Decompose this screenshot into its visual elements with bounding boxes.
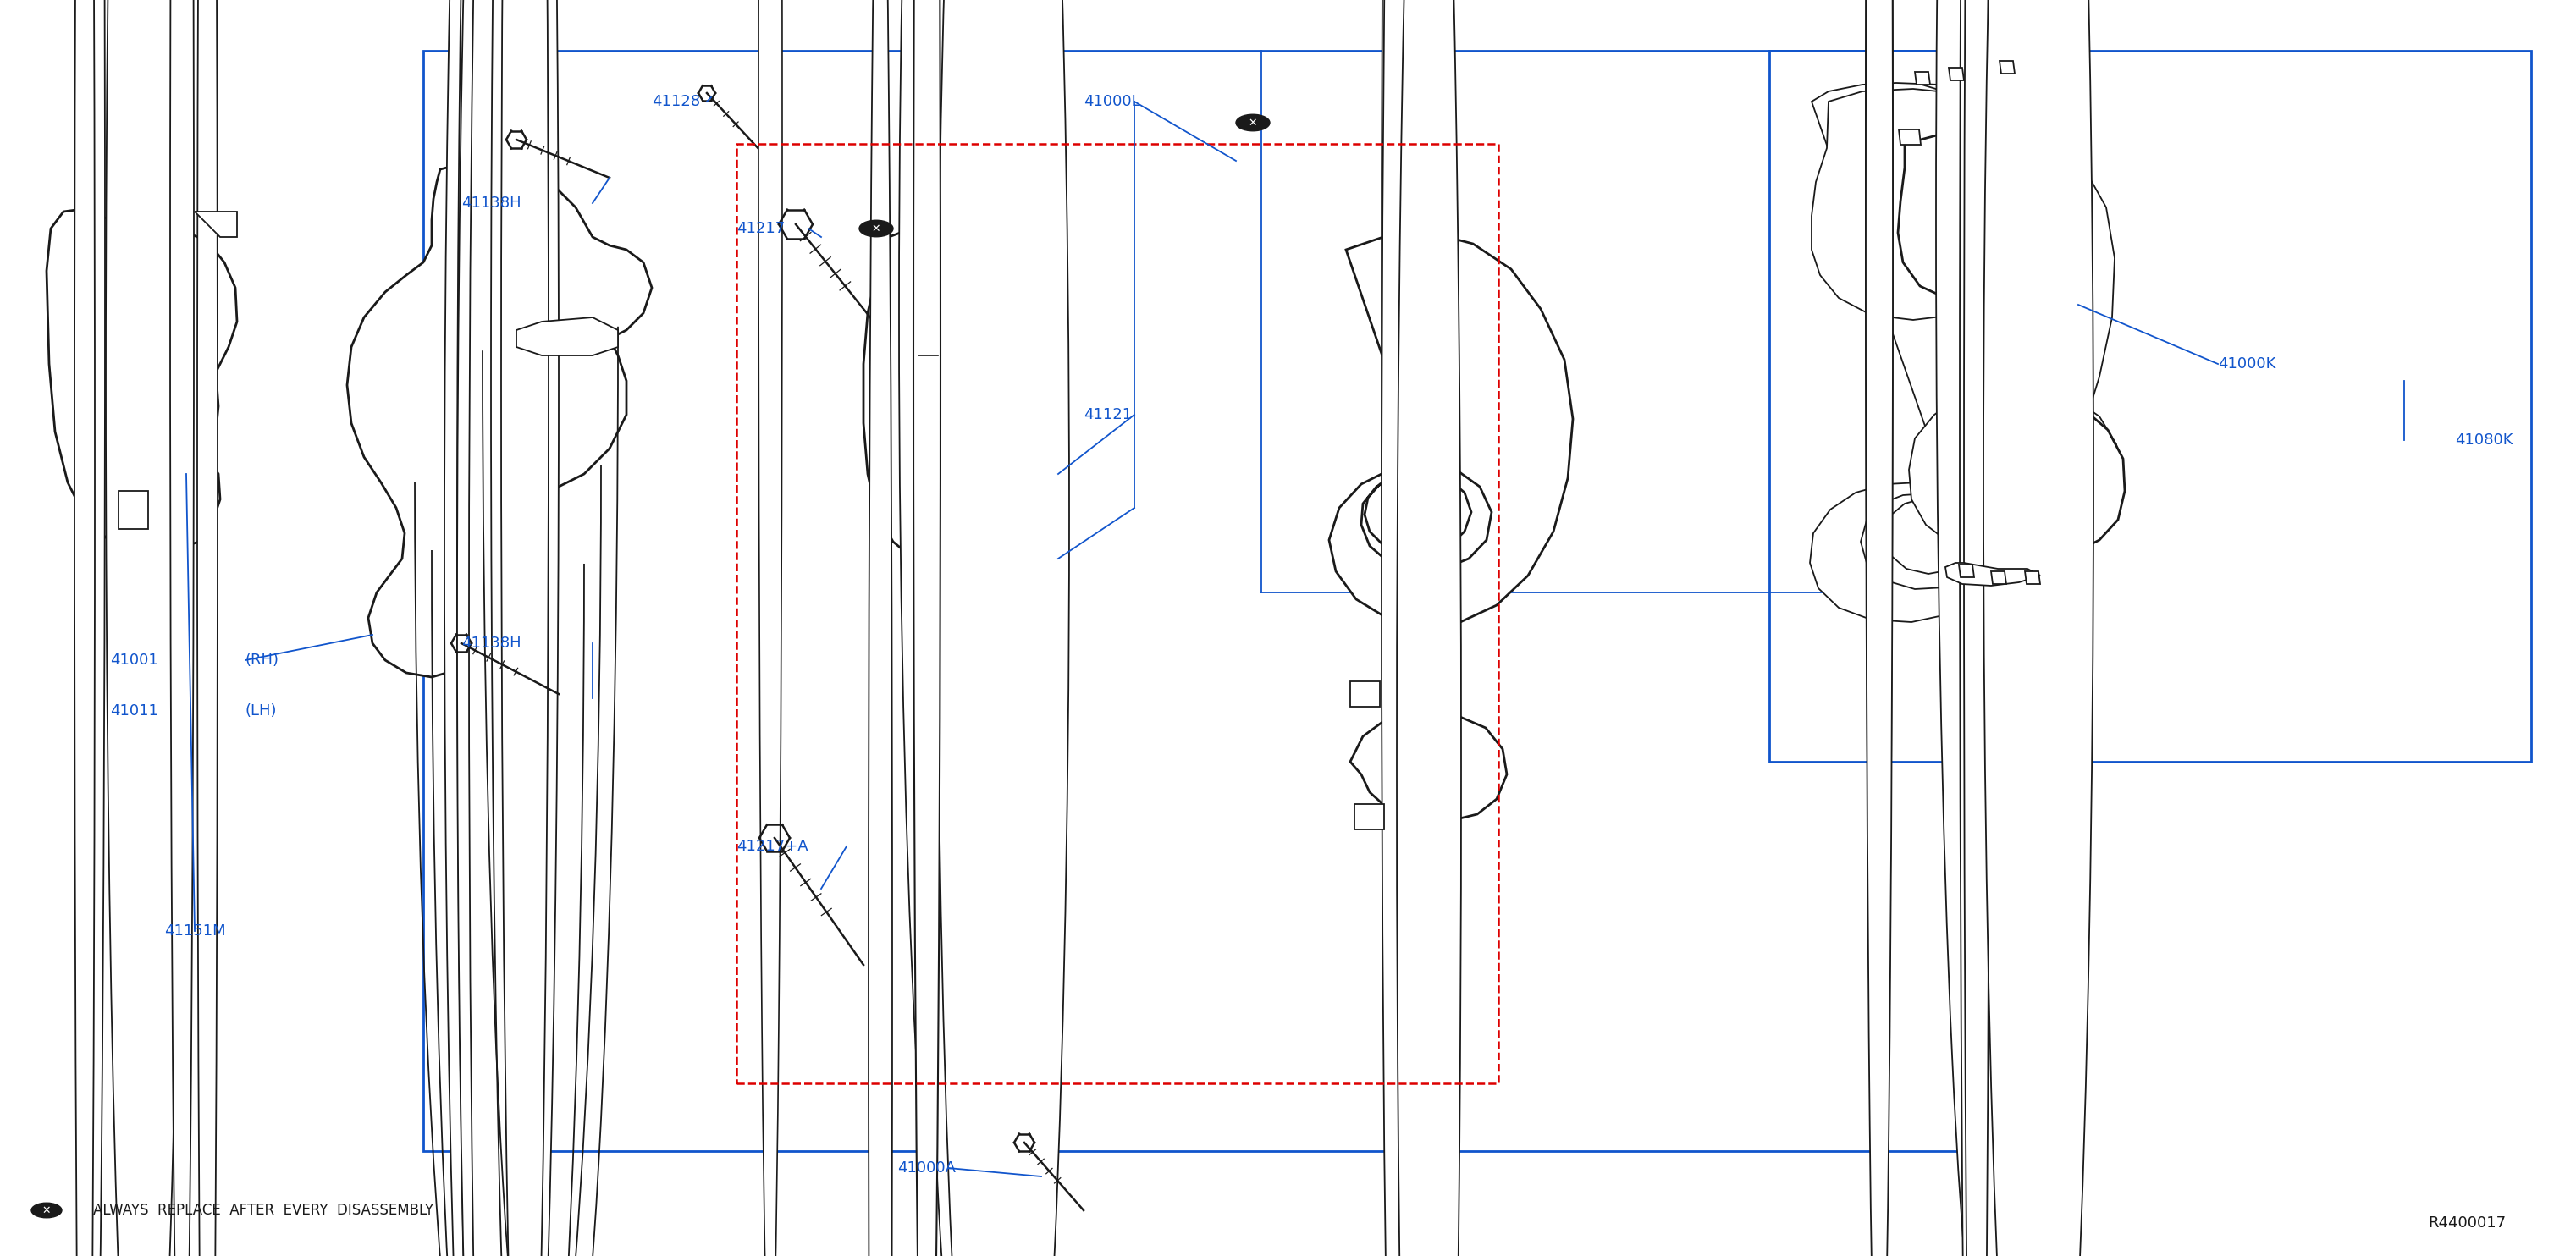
Polygon shape (1350, 681, 1381, 707)
Ellipse shape (1976, 0, 2004, 1256)
Polygon shape (2025, 571, 2040, 584)
Polygon shape (1947, 68, 1963, 80)
Ellipse shape (492, 0, 559, 1256)
Ellipse shape (198, 0, 216, 1256)
Ellipse shape (170, 0, 193, 1256)
Text: 41138H: 41138H (461, 636, 520, 651)
Ellipse shape (945, 0, 1036, 1256)
Ellipse shape (925, 0, 1023, 1256)
Ellipse shape (868, 0, 891, 1256)
Polygon shape (1947, 398, 2125, 559)
Circle shape (1236, 114, 1270, 131)
Polygon shape (2061, 147, 2081, 162)
Text: (RH): (RH) (245, 653, 278, 668)
Polygon shape (1811, 89, 2058, 320)
Polygon shape (118, 491, 149, 529)
Polygon shape (1978, 117, 2002, 132)
Ellipse shape (469, 0, 531, 1256)
Text: ✕: ✕ (41, 1205, 52, 1216)
Bar (737, 144, 1499, 1084)
Ellipse shape (456, 0, 541, 1256)
Ellipse shape (446, 0, 538, 1256)
Ellipse shape (899, 0, 1048, 1256)
Polygon shape (46, 210, 237, 554)
Text: 41000A: 41000A (896, 1161, 956, 1176)
Polygon shape (1945, 563, 2040, 585)
Ellipse shape (1960, 0, 1986, 1256)
Polygon shape (1350, 711, 1507, 821)
Bar (422, 50, 2014, 1150)
Polygon shape (1811, 83, 2115, 622)
Bar (1770, 50, 2532, 761)
Polygon shape (863, 225, 1059, 574)
Polygon shape (1329, 232, 1574, 627)
Ellipse shape (502, 0, 549, 1256)
Ellipse shape (757, 0, 783, 1256)
Polygon shape (1899, 129, 1922, 144)
Text: ALWAYS  REPLACE  AFTER  EVERY  DISASSEMBLY: ALWAYS REPLACE AFTER EVERY DISASSEMBLY (93, 1203, 433, 1218)
Ellipse shape (1865, 0, 1893, 1256)
Ellipse shape (1381, 0, 1430, 1256)
Text: 41001: 41001 (111, 653, 157, 668)
Ellipse shape (106, 0, 183, 1256)
Text: 41217+A: 41217+A (737, 839, 809, 854)
Circle shape (860, 220, 894, 237)
Polygon shape (1991, 571, 2007, 584)
Text: 41000L: 41000L (1084, 94, 1141, 109)
Text: 41080K: 41080K (2455, 432, 2514, 447)
Ellipse shape (1984, 0, 2094, 1256)
Ellipse shape (1976, 0, 2004, 1256)
Ellipse shape (1937, 0, 2045, 1256)
Ellipse shape (75, 0, 95, 1256)
Ellipse shape (2053, 0, 2079, 1256)
Polygon shape (1355, 804, 1383, 829)
Ellipse shape (943, 0, 1061, 1256)
Polygon shape (196, 211, 237, 237)
Ellipse shape (907, 0, 1041, 1256)
Text: ✕: ✕ (1249, 117, 1257, 128)
Ellipse shape (920, 0, 1061, 1256)
Ellipse shape (82, 0, 106, 1256)
Ellipse shape (1396, 0, 1461, 1256)
Ellipse shape (914, 0, 940, 1256)
Ellipse shape (1963, 0, 1989, 1256)
Text: 41151M: 41151M (165, 923, 227, 938)
Circle shape (31, 1203, 62, 1218)
Ellipse shape (927, 0, 1054, 1256)
Polygon shape (1922, 59, 2048, 94)
Text: R4400017: R4400017 (2427, 1216, 2506, 1231)
Ellipse shape (456, 0, 526, 1256)
Text: ✕: ✕ (871, 224, 881, 234)
Polygon shape (1899, 131, 2081, 305)
Text: 41128: 41128 (652, 94, 701, 109)
Text: 41217: 41217 (737, 221, 786, 236)
Polygon shape (1914, 72, 1929, 84)
Polygon shape (515, 318, 618, 355)
Text: 41011: 41011 (111, 703, 157, 718)
Ellipse shape (1865, 0, 1893, 1256)
Ellipse shape (1381, 0, 1430, 1256)
Ellipse shape (2058, 0, 2081, 1256)
Ellipse shape (963, 0, 1043, 1256)
Polygon shape (1999, 62, 2014, 74)
Text: 41121: 41121 (1084, 407, 1131, 422)
Text: 41000K: 41000K (2218, 357, 2275, 372)
Text: (LH): (LH) (245, 703, 278, 718)
Polygon shape (348, 161, 652, 677)
Ellipse shape (938, 0, 1069, 1256)
Polygon shape (1909, 386, 2120, 556)
Polygon shape (1958, 564, 1973, 578)
Text: 41138H: 41138H (461, 196, 520, 211)
